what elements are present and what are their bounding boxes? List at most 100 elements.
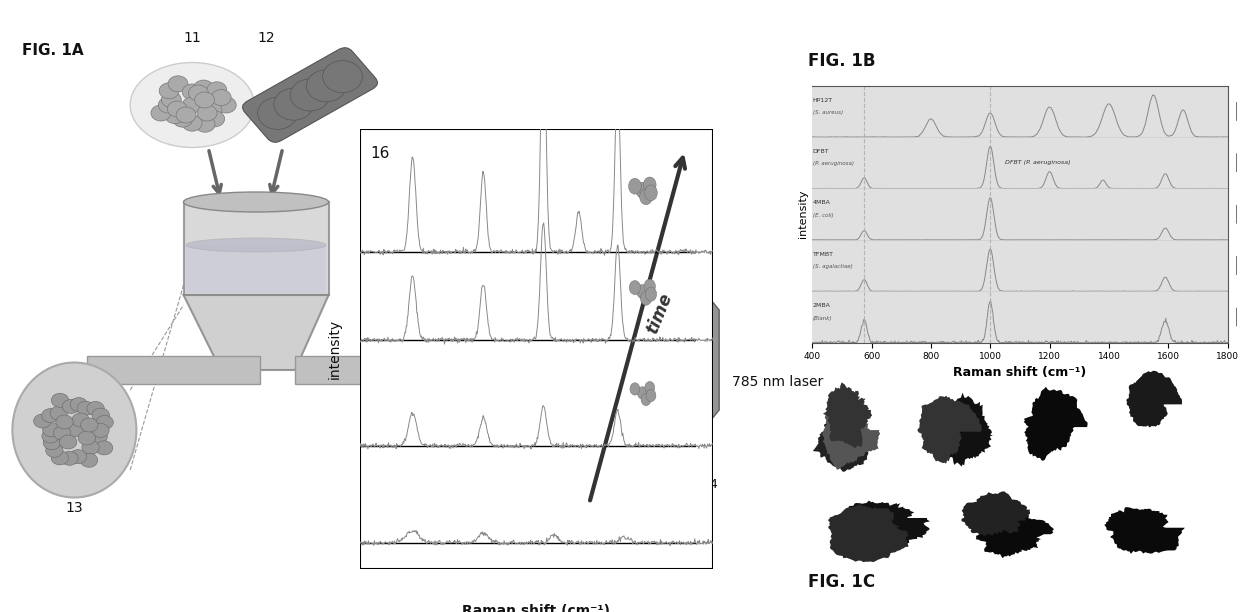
Text: intensity: intensity [327,319,342,379]
Text: 2MBA: 2MBA [812,303,831,308]
Circle shape [60,435,77,449]
Circle shape [630,382,640,395]
Circle shape [193,80,213,96]
Text: (S. agalactiae): (S. agalactiae) [812,264,853,269]
Circle shape [640,189,652,205]
Circle shape [46,443,63,457]
Circle shape [169,76,188,92]
Circle shape [51,451,68,465]
Text: Raman shift (cm⁻¹): Raman shift (cm⁻¹) [463,605,610,612]
Circle shape [211,89,231,106]
Circle shape [77,401,94,416]
Circle shape [207,82,227,98]
Polygon shape [841,501,930,550]
Circle shape [61,451,78,465]
Circle shape [71,398,88,411]
Text: (P. aeruginosa): (P. aeruginosa) [812,162,854,166]
Circle shape [645,185,657,201]
Circle shape [216,97,236,113]
Circle shape [629,280,641,294]
Polygon shape [1105,507,1185,554]
Text: (S. aureus): (S. aureus) [812,110,843,115]
Text: DFBT: DFBT [812,149,830,154]
Circle shape [205,111,224,127]
Circle shape [42,409,60,422]
Circle shape [43,436,61,450]
Text: 11: 11 [184,31,201,45]
Circle shape [62,400,79,414]
Polygon shape [961,491,1030,536]
Circle shape [82,441,99,455]
Circle shape [202,102,222,118]
Circle shape [644,177,656,193]
Circle shape [53,426,71,440]
Text: FIG. 1C: FIG. 1C [808,573,875,591]
Circle shape [66,423,83,437]
Circle shape [182,84,202,100]
Polygon shape [184,202,329,295]
Circle shape [72,413,89,427]
Polygon shape [186,245,326,293]
Circle shape [188,85,208,101]
Circle shape [69,450,87,464]
Circle shape [636,182,649,198]
Circle shape [182,115,202,131]
Circle shape [290,79,330,111]
Text: HP12T: HP12T [812,97,833,103]
Circle shape [78,431,95,445]
Polygon shape [813,413,870,472]
Circle shape [195,116,215,132]
Circle shape [87,401,104,416]
Circle shape [165,108,185,124]
Circle shape [95,416,113,430]
Circle shape [182,97,202,113]
Circle shape [151,105,171,121]
Text: TFMBT: TFMBT [812,252,833,257]
Polygon shape [1024,387,1087,461]
Circle shape [42,429,60,443]
Circle shape [95,441,113,455]
Text: DFBT (P. aeruginosa): DFBT (P. aeruginosa) [1006,160,1070,165]
Bar [295,356,583,384]
Text: 785 nm laser: 785 nm laser [732,375,823,389]
Circle shape [197,105,217,121]
Circle shape [258,97,298,129]
Text: 13: 13 [66,501,83,515]
Polygon shape [1126,371,1182,427]
Text: 104: 104 [694,478,719,491]
Text: 4MBA: 4MBA [812,200,831,206]
Circle shape [640,291,652,305]
Circle shape [306,70,346,102]
Text: 103: 103 [434,430,459,443]
Y-axis label: intensity: intensity [799,190,808,239]
FancyBboxPatch shape [243,48,377,143]
Polygon shape [976,510,1054,558]
Circle shape [644,279,656,293]
Ellipse shape [184,192,329,212]
Ellipse shape [186,238,326,252]
Circle shape [92,408,109,422]
Circle shape [172,111,192,127]
Circle shape [629,178,641,194]
Circle shape [645,381,655,394]
Circle shape [641,394,651,406]
Circle shape [50,406,67,420]
Ellipse shape [130,62,254,147]
Text: 12: 12 [258,31,275,45]
Bar [87,356,260,384]
Circle shape [274,88,314,120]
Polygon shape [828,504,909,562]
Polygon shape [570,280,694,440]
Circle shape [33,414,51,428]
Circle shape [636,285,649,299]
Circle shape [56,415,73,429]
Bar [415,335,477,355]
Circle shape [159,83,179,99]
Text: time: time [644,291,676,337]
Circle shape [51,394,68,407]
X-axis label: Raman shift (cm⁻¹): Raman shift (cm⁻¹) [954,365,1086,379]
Circle shape [637,387,647,399]
Text: FIG. 1B: FIG. 1B [808,52,875,70]
Polygon shape [823,382,872,449]
Circle shape [81,418,98,432]
